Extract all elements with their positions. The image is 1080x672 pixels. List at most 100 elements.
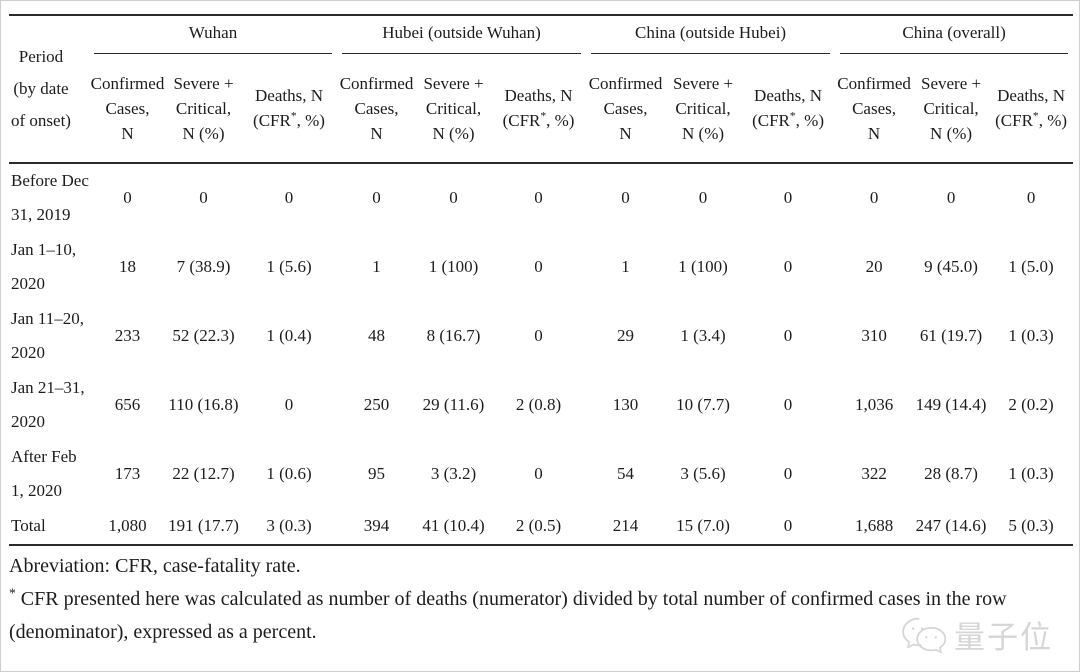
- col-header-confirmed-3: Confirmed Cases, N: [835, 54, 914, 164]
- period-column-header: Period (by date of onset): [9, 15, 89, 164]
- cell-value: 214: [586, 508, 666, 546]
- cell-value: 1: [621, 256, 630, 276]
- cell-value: 3 (3.2): [430, 463, 477, 483]
- cell-value: 1 (3.4): [680, 325, 726, 345]
- cell-value: 1 (5.6): [266, 256, 312, 276]
- col-header-severe-0: Severe + Critical, N (%): [166, 54, 241, 164]
- cell-value: 1: [372, 256, 381, 276]
- cell-value: 1 (100): [428, 256, 479, 276]
- cell-value: 29: [617, 325, 635, 345]
- qbitai-watermark: 量子位: [900, 612, 1053, 657]
- cell-value: 7 (38.9): [176, 256, 231, 276]
- cell-value: 0: [534, 325, 543, 345]
- cell-value: 0: [698, 188, 708, 207]
- cell-value: 0: [869, 188, 879, 207]
- cell-value: 3 (5.6): [680, 463, 726, 483]
- col-header-confirmed-1: Confirmed Cases, N: [337, 54, 417, 164]
- group-header-row: Period (by date of onset) Wuhan Hubei (o…: [9, 15, 1073, 164]
- row-period-label: Total: [9, 508, 89, 546]
- cell-value: 2 (0.5): [491, 508, 587, 546]
- col-header-deaths-0: Deaths, N (CFR*, %): [241, 54, 338, 164]
- cell-value: 29 (11.6): [422, 394, 485, 414]
- col-header-severe-2: Severe + Critical, N (%): [665, 54, 742, 164]
- cell-value: 130: [612, 394, 639, 414]
- cell-value: 0: [783, 463, 793, 483]
- table-row: After Feb 1, 2020 173 22 (12.7) 1 (0.6) 95 3 (…: [9, 439, 1073, 508]
- cell-value: 0: [946, 188, 956, 207]
- col-header-confirmed-2: Confirmed Cases, N: [586, 54, 666, 164]
- cell-value: 394: [337, 508, 417, 546]
- cell-value: 22 (12.7): [172, 463, 235, 483]
- row-period-label: Before Dec 31, 2019: [11, 171, 89, 224]
- cell-value: 61 (19.7): [919, 325, 983, 345]
- cell-value: 9 (45.0): [924, 256, 978, 276]
- cell-value: 1 (5.0): [1008, 256, 1054, 276]
- row-period-label: Jan 21–31, 2020: [11, 377, 85, 431]
- cell-value: 0: [199, 188, 208, 207]
- cell-value: 173: [114, 463, 141, 483]
- cell-value: 0: [449, 188, 458, 207]
- cell-value: 15 (7.0): [665, 508, 742, 546]
- cell-value: 0: [372, 188, 381, 207]
- watermark-text: 量子位: [954, 620, 1053, 655]
- cell-value: 0: [534, 256, 543, 276]
- group-header-wuhan: Wuhan: [89, 15, 337, 54]
- cell-value: 0: [741, 508, 836, 546]
- cell-value: 0: [783, 188, 793, 207]
- col-header-deaths-3: Deaths, N (CFR*, %): [989, 54, 1074, 164]
- cell-value: 1,688: [835, 508, 914, 546]
- cell-value: 310: [861, 325, 887, 345]
- col-header-confirmed-0: Confirmed Cases, N: [89, 54, 166, 164]
- cell-value: 54: [617, 463, 635, 483]
- cell-value: 656: [114, 394, 141, 414]
- cfr-footnote-text: CFR presented here was calculated as num…: [9, 588, 1007, 643]
- cell-value: 110 (16.8): [168, 394, 239, 414]
- period-header-line-1: Period: [18, 47, 64, 66]
- cell-value: 149 (14.4): [915, 394, 987, 414]
- cell-value: 1 (0.3): [1008, 325, 1054, 345]
- period-header-line-2: (by date: [13, 79, 69, 98]
- col-header-deaths-1: Deaths, N (CFR*, %): [491, 54, 587, 164]
- cell-value: 1 (0.6): [266, 463, 312, 483]
- group-header-china-overall: China (overall): [835, 15, 1073, 54]
- cell-value: 5 (0.3): [989, 508, 1074, 546]
- cell-value: 0: [783, 325, 793, 345]
- cell-value: 0: [783, 256, 793, 276]
- cfr-table: Period (by date of onset) Wuhan Hubei (o…: [9, 14, 1074, 546]
- cell-value: 0: [123, 188, 132, 207]
- footnotes: Abreviation: CFR, case-fatality rate. * …: [9, 550, 1071, 649]
- table-row: Jan 21–31, 2020 656 110 (16.8) 0 250 29 (11.6)…: [9, 370, 1073, 439]
- row-period-label: After Feb 1, 2020: [11, 446, 77, 500]
- table-row: Total 1,080 191 (17.7) 3 (0.3) 394 41 (10.4) 2…: [9, 508, 1074, 546]
- cell-value: 233: [114, 325, 141, 345]
- cell-value: 1,080: [89, 508, 166, 546]
- group-header-hubei-outside-wuhan: Hubei (outside Wuhan): [337, 15, 586, 54]
- cell-value: 2 (0.8): [515, 394, 562, 414]
- cell-value: 20: [865, 256, 883, 276]
- cell-value: 1 (100): [678, 256, 728, 276]
- row-period-label: Jan 11–20, 2020: [11, 308, 85, 362]
- col-header-severe-1: Severe + Critical, N (%): [416, 54, 492, 164]
- col-header-deaths-2: Deaths, N (CFR*, %): [741, 54, 836, 164]
- cell-value: 18: [119, 256, 136, 276]
- period-header-line-3: of onset): [11, 111, 71, 130]
- group-header-china-outside-hubei: China (outside Hubei): [586, 15, 835, 54]
- cell-value: 250: [363, 394, 390, 414]
- cell-value: 191 (17.7): [166, 508, 241, 546]
- cfr-footnote-asterisk: *: [9, 585, 16, 601]
- cell-value: 1 (0.4): [266, 325, 312, 345]
- cell-value: 0: [783, 394, 793, 414]
- cell-value: 0: [284, 394, 294, 414]
- cell-value: 2 (0.2): [1008, 394, 1054, 414]
- table-body: Before Dec 31, 2019 0 0 0 0 0 0 0 0 0 0 0 0 Jan 1–10, 2…: [9, 163, 1074, 546]
- cell-value: 247 (14.6): [913, 508, 990, 546]
- cell-value: 95: [368, 463, 386, 483]
- wechat-logo-icon: [900, 616, 948, 654]
- cell-value: 3 (0.3): [241, 508, 338, 546]
- subheader-row: Confirmed Cases, N Severe + Critical, N (%) De…: [9, 54, 1074, 164]
- row-period-label: Jan 1–10, 2020: [11, 239, 77, 293]
- abbreviation-note: Abreviation: CFR, case-fatality rate.: [9, 555, 301, 577]
- cell-value: 0: [534, 188, 543, 207]
- cell-value: 0: [284, 188, 294, 207]
